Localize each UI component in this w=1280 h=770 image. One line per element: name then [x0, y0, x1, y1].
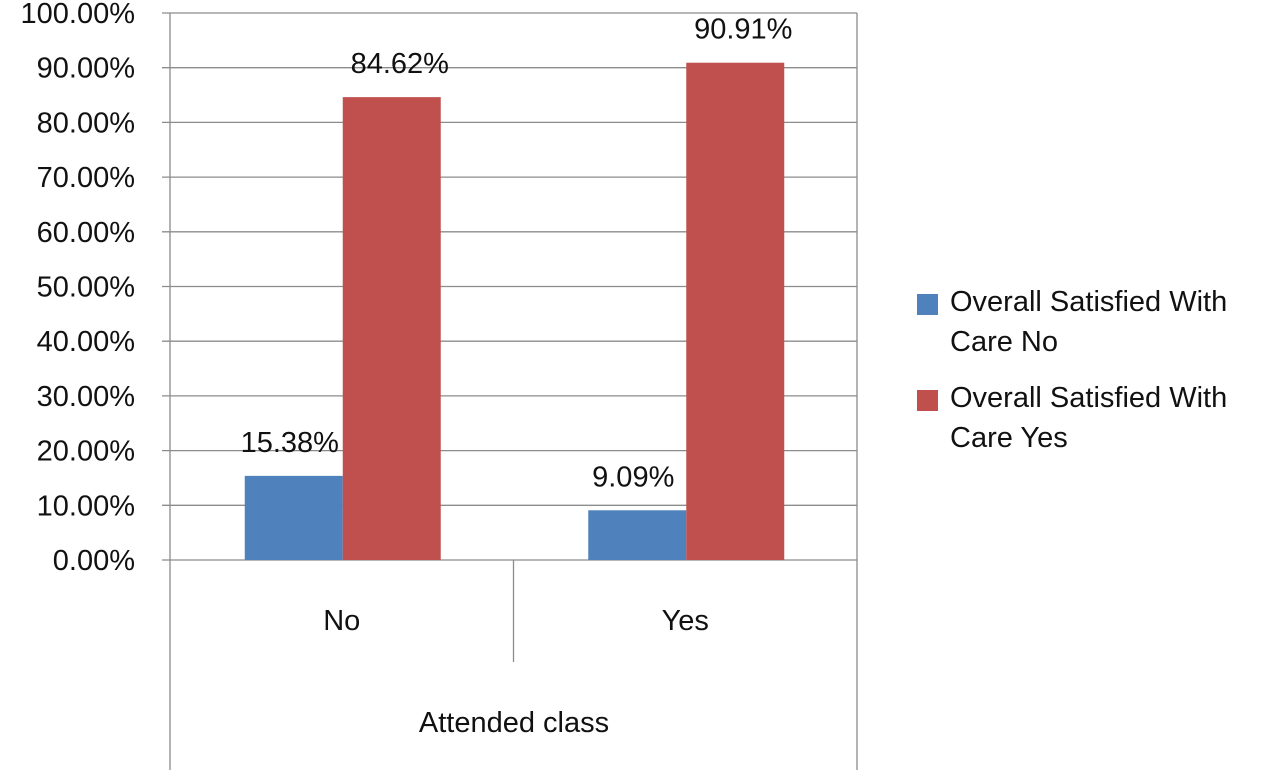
y-tick-label: 70.00%	[37, 162, 135, 194]
x-tick-label: No	[323, 605, 360, 637]
legend-label: Overall Satisfied With Care Yes	[950, 382, 1228, 454]
bar-red	[342, 97, 441, 560]
data-label: 84.62%	[351, 48, 449, 80]
legend-label: Overall Satisfied With Care No	[950, 286, 1228, 358]
legend: Overall Satisfied With Care No Overall S…	[915, 282, 1280, 474]
y-tick-label: 50.00%	[37, 272, 135, 304]
y-tick-label: 90.00%	[37, 53, 135, 85]
data-label: 9.09%	[592, 461, 674, 493]
y-tick-label: 40.00%	[37, 326, 135, 358]
y-tick-label: 60.00%	[37, 217, 135, 249]
y-tick-labels: 0.00% 10.00% 20.00% 30.00% 40.00% 50.00% 60.00…	[21, 0, 136, 577]
bar-blue	[588, 510, 687, 560]
x-axis-label: Attended class	[419, 707, 609, 739]
legend-swatch-red	[917, 390, 938, 411]
y-tick-label: 30.00%	[37, 381, 135, 413]
x-tick-labels: No Yes	[323, 605, 709, 637]
bar-red	[686, 62, 785, 561]
axes	[169, 13, 858, 770]
y-tick-label: 100.00%	[21, 0, 136, 30]
data-label: 15.38%	[241, 427, 339, 459]
data-labels: 15.38% 84.62% 9.09% 90.91%	[241, 14, 793, 494]
y-tick-label: 20.00%	[37, 436, 135, 468]
legend-item-series-no: Overall Satisfied With Care No	[915, 282, 1280, 362]
bar-blue	[244, 475, 343, 560]
y-tick-label: 0.00%	[53, 545, 135, 577]
bars	[244, 62, 785, 561]
legend-swatch-blue	[917, 294, 938, 315]
y-tick-label: 80.00%	[37, 107, 135, 139]
x-tick-label: Yes	[662, 605, 709, 637]
y-tick-label: 10.00%	[37, 490, 135, 522]
data-label: 90.91%	[694, 14, 792, 46]
legend-item-series-yes: Overall Satisfied With Care Yes	[915, 378, 1280, 458]
